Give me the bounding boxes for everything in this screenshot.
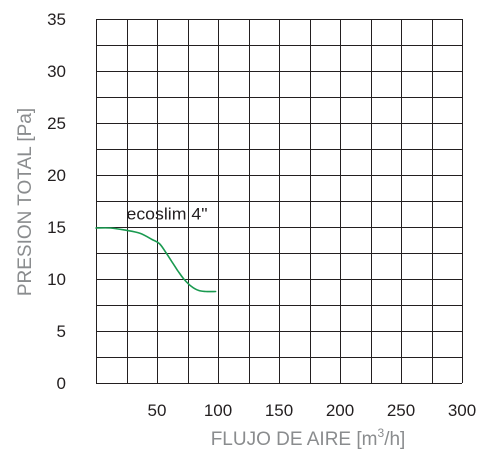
y-tick-label: 10 <box>47 270 66 289</box>
series-annotation-label: ecoslim 4" <box>127 205 208 224</box>
x-tick-label: 100 <box>204 401 232 420</box>
x-axis-ticks: 50 100 150 200 250 300 <box>148 401 477 420</box>
x-tick-label: 250 <box>387 401 415 420</box>
x-tick-label: 300 <box>448 401 476 420</box>
x-tick-label: 150 <box>265 401 293 420</box>
y-tick-label: 15 <box>47 218 66 237</box>
x-axis-title: FLUJO DE AIRE [m3/h] <box>211 426 406 449</box>
series-layer <box>95 227 217 293</box>
x-tick-label: 200 <box>326 401 354 420</box>
x-axis-title-main: FLUJO DE AIRE [m <box>211 429 378 449</box>
grid <box>96 19 463 384</box>
y-tick-label: 0 <box>57 374 66 393</box>
x-axis-title-superscript: 3 <box>378 426 385 440</box>
y-tick-label: 35 <box>47 10 66 29</box>
x-axis-title-unit: /h] <box>384 429 405 449</box>
y-axis-ticks: 0 5 10 15 20 25 30 35 <box>47 10 66 393</box>
x-tick-label: 50 <box>148 401 167 420</box>
y-tick-label: 20 <box>47 166 66 185</box>
annotations: ecoslim 4" <box>127 205 208 224</box>
y-tick-label: 25 <box>47 114 66 133</box>
y-axis-title: PRESION TOTAL [Pa] <box>15 108 36 296</box>
y-tick-label: 5 <box>57 322 66 341</box>
y-tick-label: 30 <box>47 62 66 81</box>
series-line <box>95 227 217 293</box>
